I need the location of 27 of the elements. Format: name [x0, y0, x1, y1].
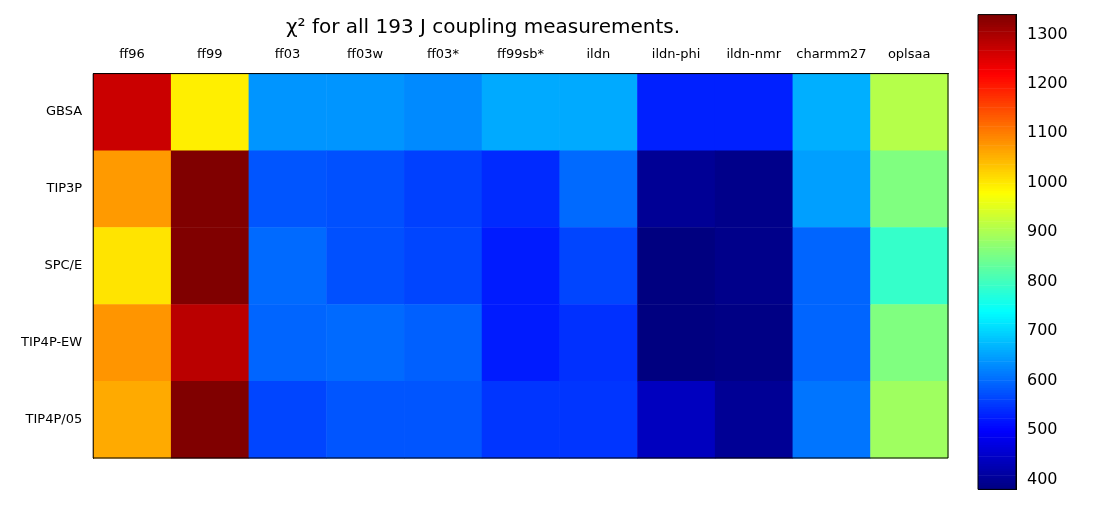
- x-tick-label: ff99: [197, 46, 223, 62]
- color-bar-label: 600: [1027, 369, 1058, 389]
- color-bar-label: 400: [1027, 468, 1058, 488]
- color-bar-label: 800: [1027, 270, 1058, 290]
- color-bar-label: 1300: [1027, 23, 1068, 43]
- color-bar-label: 1100: [1027, 122, 1068, 142]
- x-tick-label: charmm27: [796, 46, 867, 62]
- x-tick-label: ildn-nmr: [726, 46, 782, 62]
- color-bar-label: 1200: [1027, 73, 1068, 92]
- y-tick-label: TIP3P: [45, 180, 83, 196]
- x-tick-label: ff96: [119, 46, 145, 62]
- x-tick-label: ff03w: [347, 46, 384, 62]
- x-tick-label: ildn-phi: [651, 46, 701, 62]
- color-bar-label: 900: [1027, 221, 1058, 241]
- x-tick-label: ff03*: [426, 46, 460, 62]
- y-tick-label: SPC/E: [44, 257, 83, 273]
- x-tick-label: ff03: [274, 46, 301, 62]
- x-tick-label: ildn: [586, 46, 611, 62]
- color-bar-label: 1000: [1027, 171, 1068, 191]
- color-bar-label: 700: [1027, 320, 1058, 340]
- y-tick-label: TIP4P-EW: [19, 334, 83, 350]
- color-bar-label: 500: [1027, 419, 1058, 439]
- x-tick-label: oplsaa: [887, 46, 931, 62]
- y-tick-label: GBSA: [46, 103, 83, 119]
- chart-title: χ² for all 193 J coupling measurements.: [285, 14, 681, 39]
- x-tick-label: ff99sb*: [497, 46, 545, 62]
- y-tick-label: TIP4P/05: [24, 410, 83, 426]
